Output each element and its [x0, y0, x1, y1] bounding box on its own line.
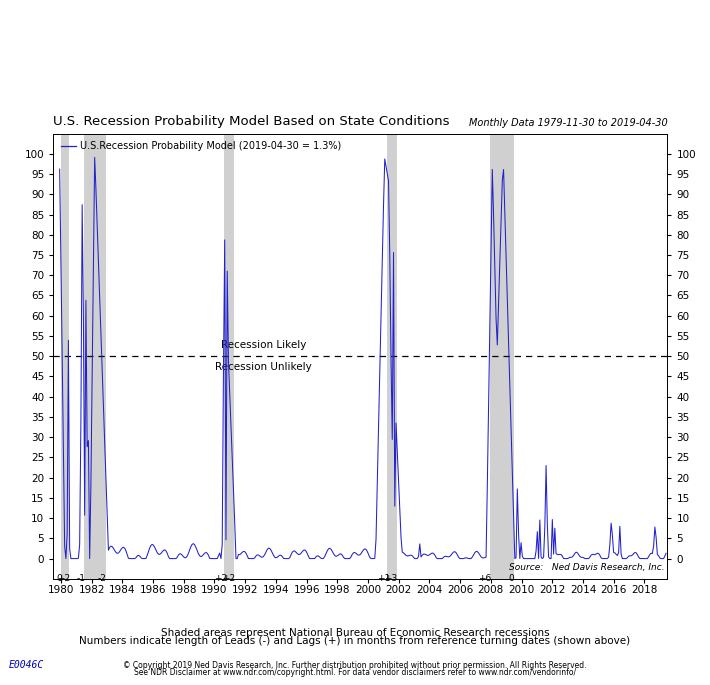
Text: 1982: 1982 [78, 585, 105, 595]
Text: 1984: 1984 [109, 585, 136, 595]
Text: Recession Likely: Recession Likely [221, 340, 306, 350]
Text: 2002: 2002 [386, 585, 412, 595]
Text: Recession Unlikely: Recession Unlikely [215, 362, 312, 372]
Text: Numbers indicate length of Leads (-) and Lags (+) in months from reference turni: Numbers indicate length of Leads (-) and… [80, 636, 630, 647]
Text: 1998: 1998 [324, 585, 351, 595]
Text: Source:   Ned Davis Research, Inc.: Source: Ned Davis Research, Inc. [508, 563, 665, 572]
Text: 1992: 1992 [232, 585, 258, 595]
Text: +2: +2 [214, 574, 227, 583]
Text: 2004: 2004 [416, 585, 442, 595]
Text: 1994: 1994 [263, 585, 289, 595]
Text: 1996: 1996 [293, 585, 320, 595]
Bar [84, 134, 106, 579]
Legend: U.S.Recession Probability Model (2019-04-30 = 1.3%): U.S.Recession Probability Model (2019-04… [58, 138, 344, 154]
Text: 2018: 2018 [631, 585, 657, 595]
Text: 1986: 1986 [140, 585, 166, 595]
Text: 2006: 2006 [447, 585, 474, 595]
Text: Monthly Data 1979-11-30 to 2019-04-30: Monthly Data 1979-11-30 to 2019-04-30 [469, 118, 667, 128]
Text: 2014: 2014 [569, 585, 596, 595]
Text: U.S. Recession Probability Model Based on State Conditions: U.S. Recession Probability Model Based o… [53, 115, 449, 128]
Bar [61, 134, 69, 579]
Bar [224, 134, 234, 579]
Text: 2000: 2000 [355, 585, 381, 595]
Text: +6: +6 [478, 574, 491, 583]
Text: -2: -2 [97, 574, 106, 583]
Text: 2016: 2016 [601, 585, 627, 595]
Text: 2008: 2008 [478, 585, 504, 595]
Text: +1: +1 [378, 574, 391, 583]
Text: 0: 0 [56, 574, 62, 583]
Text: © Copyright 2019 Ned Davis Research, Inc. Further distribution prohibited withou: © Copyright 2019 Ned Davis Research, Inc… [124, 662, 586, 671]
Text: See NDR Disclaimer at www.ndr.com/copyright.html. For data vendor disclaimers re: See NDR Disclaimer at www.ndr.com/copyri… [134, 668, 576, 677]
Text: 0: 0 [508, 574, 515, 583]
Bar [490, 134, 514, 579]
Text: +2: +2 [57, 574, 70, 583]
Text: Shaded areas represent National Bureau of Economic Research recessions: Shaded areas represent National Bureau o… [160, 628, 550, 638]
Text: +3: +3 [384, 574, 398, 583]
Text: 2012: 2012 [539, 585, 565, 595]
Bar [387, 134, 398, 579]
Text: +2: +2 [222, 574, 235, 583]
Text: 1980: 1980 [48, 585, 74, 595]
Text: 1988: 1988 [170, 585, 197, 595]
Text: -1: -1 [77, 574, 85, 583]
Text: 2010: 2010 [508, 585, 535, 595]
Text: 1990: 1990 [201, 585, 228, 595]
Text: E0046C: E0046C [9, 660, 44, 670]
